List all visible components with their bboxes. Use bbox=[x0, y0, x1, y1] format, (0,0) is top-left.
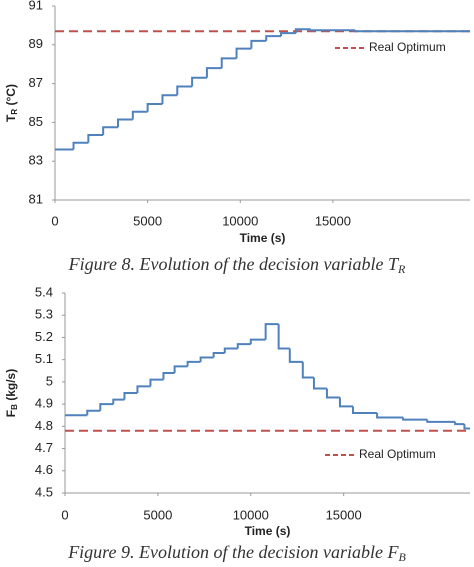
step-segment bbox=[351, 406, 378, 414]
step-segment bbox=[87, 134, 104, 143]
caption: Figure 9. Evolution of the decision vari… bbox=[67, 542, 406, 564]
x-tick-label: 5000 bbox=[133, 213, 162, 228]
caption-text: Figure 9. Evolution of the decision vari… bbox=[67, 542, 399, 562]
step-segment bbox=[176, 85, 193, 96]
step-segment bbox=[235, 47, 252, 59]
caption-text: Figure 8. Evolution of the decision vari… bbox=[68, 254, 400, 274]
step-segment bbox=[199, 356, 214, 362]
step-segment bbox=[146, 102, 163, 112]
y-axis-label-part: (°C) bbox=[4, 84, 18, 109]
y-tick-label: 4.7 bbox=[35, 440, 53, 455]
step-segment bbox=[112, 398, 125, 405]
step-segment bbox=[402, 417, 428, 421]
step-segment bbox=[72, 141, 89, 150]
y-tick-label: 89 bbox=[29, 36, 43, 51]
step-segment bbox=[131, 110, 148, 120]
step-segment bbox=[162, 372, 175, 380]
step-segment bbox=[312, 377, 327, 390]
step-segment bbox=[265, 35, 282, 41]
y-tick-label: 85 bbox=[29, 114, 43, 129]
y-axis-label-part: B bbox=[10, 404, 19, 410]
y-tick-label: 87 bbox=[29, 75, 43, 90]
step-segment bbox=[236, 343, 251, 349]
step-segment bbox=[280, 32, 296, 37]
x-tick-label: 15000 bbox=[315, 213, 351, 228]
y-axis-label-part: T bbox=[4, 114, 18, 122]
step-segment bbox=[161, 94, 178, 104]
step-segment bbox=[191, 76, 207, 87]
caption-subscript: R bbox=[397, 262, 406, 276]
y-tick-label: 4.6 bbox=[35, 462, 53, 477]
step-segment bbox=[376, 413, 404, 419]
step-segment bbox=[123, 392, 138, 400]
step-segment bbox=[223, 347, 238, 353]
y-tick-label: 4.9 bbox=[35, 396, 53, 411]
y-tick-label: 4.8 bbox=[35, 418, 53, 433]
x-tick-label: 15000 bbox=[326, 507, 362, 522]
step-segment bbox=[149, 378, 164, 387]
step-segment bbox=[212, 352, 225, 358]
y-axis-label-part: (kg/s) bbox=[4, 369, 18, 404]
step-segment bbox=[301, 361, 314, 379]
step-segment bbox=[249, 338, 266, 345]
step-segment bbox=[205, 67, 222, 78]
y-axis-label-part: F bbox=[4, 410, 18, 417]
step-segment bbox=[102, 126, 118, 136]
step-segment bbox=[463, 424, 470, 430]
legend-label: Real Optimum bbox=[359, 447, 436, 461]
step-segment bbox=[309, 29, 326, 32]
caption: Figure 8. Evolution of the decision vari… bbox=[68, 254, 406, 276]
step-segment bbox=[99, 403, 114, 411]
y-tick-label: 5.3 bbox=[35, 307, 53, 322]
step-segment bbox=[136, 385, 151, 393]
step-segment bbox=[220, 57, 237, 69]
step-segment bbox=[86, 409, 101, 416]
step-segment bbox=[250, 39, 267, 49]
step-segment bbox=[277, 324, 290, 350]
step-segment bbox=[338, 397, 353, 408]
y-axis-label-part: R bbox=[10, 109, 19, 115]
caption-subscript: B bbox=[398, 550, 406, 564]
step-segment bbox=[173, 365, 188, 373]
x-tick-label: 0 bbox=[51, 213, 58, 228]
y-tick-label: 5.4 bbox=[35, 284, 53, 299]
step-segment bbox=[186, 360, 201, 367]
x-axis-label: Time (s) bbox=[240, 231, 286, 245]
step-segment bbox=[454, 421, 465, 426]
y-tick-label: 4.5 bbox=[35, 484, 53, 499]
x-tick-label: 10000 bbox=[222, 213, 258, 228]
y-tick-label: 5.1 bbox=[35, 351, 53, 366]
x-tick-label: 0 bbox=[61, 507, 68, 522]
step-segment bbox=[325, 388, 340, 399]
y-tick-label: 83 bbox=[29, 153, 43, 168]
step-segment bbox=[426, 419, 456, 423]
step-segment bbox=[116, 118, 133, 128]
x-tick-label: 10000 bbox=[233, 507, 269, 522]
step-segment bbox=[294, 28, 311, 34]
y-axis-label: FB (kg/s) bbox=[4, 369, 19, 417]
legend-label: Real Optimum bbox=[369, 40, 446, 54]
step-segment bbox=[354, 30, 370, 33]
y-tick-label: 5 bbox=[46, 373, 53, 388]
x-tick-label: 5000 bbox=[143, 507, 172, 522]
step-segment bbox=[264, 323, 279, 340]
step-segment bbox=[288, 348, 303, 363]
y-tick-label: 5.2 bbox=[35, 329, 53, 344]
y-tick-label: 81 bbox=[29, 191, 43, 206]
y-tick-label: 91 bbox=[29, 0, 43, 12]
y-axis-label: TR (°C) bbox=[4, 84, 19, 122]
x-axis-label: Time (s) bbox=[245, 524, 291, 538]
chart: 4.5 4.6 4.7 4.8 4.9 5 5.1 5.2 5.3 5.4 0 5000 10000 15… bbox=[4, 284, 470, 564]
